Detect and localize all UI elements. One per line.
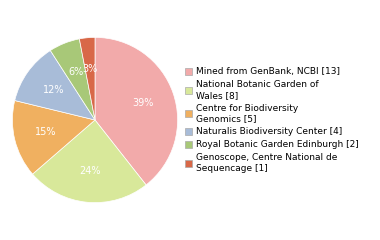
Wedge shape	[13, 101, 95, 174]
Text: 6%: 6%	[68, 67, 84, 78]
Wedge shape	[33, 120, 146, 203]
Wedge shape	[15, 50, 95, 120]
Legend: Mined from GenBank, NCBI [13], National Botanic Garden of
Wales [8], Centre for : Mined from GenBank, NCBI [13], National …	[185, 67, 359, 173]
Text: 12%: 12%	[43, 85, 64, 95]
Text: 39%: 39%	[133, 98, 154, 108]
Wedge shape	[95, 37, 177, 185]
Text: 24%: 24%	[79, 166, 101, 176]
Text: 3%: 3%	[82, 64, 98, 74]
Text: 15%: 15%	[35, 127, 56, 137]
Wedge shape	[79, 37, 95, 120]
Wedge shape	[50, 39, 95, 120]
